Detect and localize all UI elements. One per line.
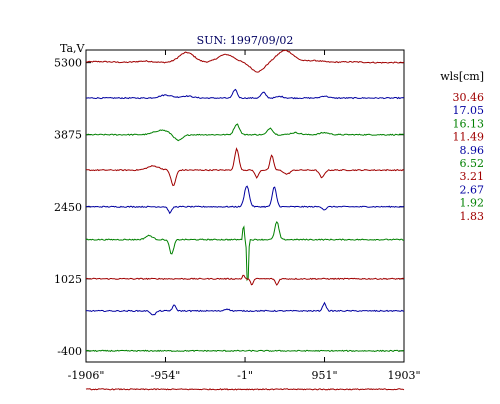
series-line-3-21 — [85, 274, 405, 286]
series-line-16-13 — [86, 123, 405, 142]
legend-entry: 17.05 — [453, 104, 485, 117]
series-line-1-92 — [85, 349, 405, 353]
y-tick-label: 5300 — [54, 57, 82, 70]
legend: 30.4617.0516.1311.498.966.523.212.671.92… — [453, 91, 485, 223]
legend-title: wls[cm] — [440, 70, 484, 83]
legend-entry: 8.96 — [460, 144, 485, 157]
legend-entry: 1.92 — [460, 197, 485, 210]
series-line-30-46 — [85, 49, 405, 73]
legend-entry: 16.13 — [453, 117, 485, 130]
series-line-1-83 — [85, 388, 405, 391]
series-line-6-52 — [85, 220, 405, 282]
x-tick-label: -954" — [151, 369, 181, 382]
legend-entry: 30.46 — [453, 91, 485, 104]
x-tick-label: -1906" — [68, 369, 105, 382]
chart-title: SUN: 1997/09/02 — [197, 34, 294, 47]
series-line-8-96 — [85, 185, 405, 215]
legend-entry: 11.49 — [453, 131, 485, 144]
y-tick-label: 2450 — [54, 201, 82, 214]
y-tick-label: 1025 — [54, 273, 82, 286]
legend-entry: 3.21 — [460, 170, 485, 183]
x-tick-label: 1903" — [387, 369, 420, 382]
legend-entry: 6.52 — [460, 157, 485, 170]
y-tick-label: -400 — [57, 345, 82, 358]
y-axis-label: Ta,V — [60, 42, 86, 55]
x-tick-label: 951" — [311, 369, 337, 382]
plot-traces — [85, 49, 405, 391]
series-line-2-67 — [85, 301, 405, 316]
legend-entry: 2.67 — [460, 183, 485, 196]
series-line-17-05 — [85, 88, 405, 100]
x-axis: -1906" -954" -1" 951" 1903" — [68, 50, 421, 382]
x-tick-label: -1" — [237, 369, 253, 382]
y-tick-label: 3875 — [54, 129, 82, 142]
legend-entry: 1.83 — [460, 210, 485, 223]
series-line-11-49 — [85, 147, 405, 187]
